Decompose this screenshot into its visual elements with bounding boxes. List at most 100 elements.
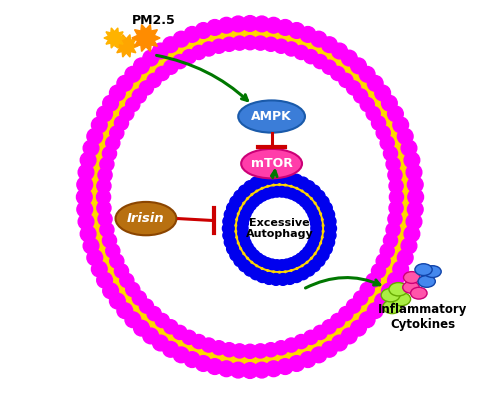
Circle shape [296, 193, 306, 204]
Circle shape [250, 177, 262, 189]
Circle shape [278, 20, 293, 35]
Circle shape [317, 249, 329, 261]
Circle shape [92, 261, 107, 277]
Circle shape [263, 273, 275, 284]
Circle shape [245, 192, 254, 201]
Circle shape [316, 242, 324, 251]
Circle shape [308, 238, 318, 248]
Circle shape [83, 238, 99, 254]
Circle shape [284, 267, 293, 276]
Circle shape [318, 218, 328, 227]
Circle shape [312, 201, 322, 210]
Ellipse shape [424, 266, 441, 277]
Circle shape [200, 349, 211, 360]
Circle shape [83, 140, 99, 156]
Circle shape [408, 189, 424, 205]
Circle shape [226, 243, 238, 255]
Circle shape [272, 260, 282, 270]
Circle shape [240, 208, 251, 219]
Circle shape [332, 43, 347, 59]
Circle shape [88, 180, 100, 191]
Ellipse shape [382, 300, 402, 314]
Circle shape [389, 179, 403, 193]
Circle shape [243, 344, 257, 359]
Circle shape [202, 338, 216, 352]
Circle shape [76, 189, 92, 205]
Circle shape [106, 136, 120, 150]
Circle shape [94, 145, 106, 156]
Ellipse shape [418, 275, 436, 287]
Circle shape [277, 171, 289, 183]
Circle shape [126, 299, 138, 310]
Circle shape [289, 356, 304, 372]
Circle shape [142, 315, 154, 327]
Circle shape [190, 37, 201, 49]
Circle shape [142, 67, 154, 79]
Circle shape [303, 181, 315, 193]
Circle shape [299, 37, 310, 49]
Circle shape [290, 174, 302, 186]
Circle shape [238, 247, 246, 256]
Circle shape [143, 50, 158, 66]
Circle shape [306, 204, 316, 215]
Circle shape [310, 233, 320, 243]
Circle shape [190, 345, 201, 357]
Circle shape [284, 273, 296, 284]
Circle shape [234, 206, 244, 216]
Circle shape [266, 29, 278, 40]
Circle shape [277, 273, 289, 285]
Circle shape [155, 314, 170, 327]
Circle shape [192, 335, 206, 349]
Circle shape [90, 168, 101, 179]
Circle shape [346, 299, 360, 313]
Circle shape [408, 201, 423, 217]
Circle shape [200, 34, 211, 45]
Polygon shape [114, 35, 138, 57]
Circle shape [266, 187, 278, 198]
Circle shape [299, 196, 310, 207]
Circle shape [160, 53, 171, 65]
Circle shape [88, 203, 100, 214]
Circle shape [180, 341, 190, 352]
Circle shape [243, 35, 257, 50]
Circle shape [389, 201, 403, 215]
Circle shape [211, 31, 222, 42]
Circle shape [98, 134, 109, 145]
Circle shape [266, 17, 281, 33]
Circle shape [254, 362, 270, 378]
Circle shape [360, 282, 374, 297]
Circle shape [256, 28, 267, 39]
Circle shape [342, 328, 357, 344]
Circle shape [222, 223, 234, 234]
Circle shape [241, 196, 250, 205]
Circle shape [355, 307, 366, 319]
Circle shape [232, 36, 246, 50]
Circle shape [399, 168, 410, 179]
Circle shape [87, 250, 102, 266]
Circle shape [380, 136, 394, 150]
Circle shape [388, 272, 404, 288]
Circle shape [78, 164, 94, 180]
Circle shape [254, 344, 268, 358]
Circle shape [238, 185, 250, 197]
Circle shape [231, 224, 240, 233]
Circle shape [110, 254, 124, 268]
Circle shape [291, 191, 302, 201]
Circle shape [132, 291, 146, 305]
Circle shape [103, 283, 118, 299]
Ellipse shape [389, 282, 408, 296]
Circle shape [223, 229, 234, 241]
Circle shape [164, 60, 178, 74]
Text: PM2.5: PM2.5 [132, 14, 176, 27]
Circle shape [376, 102, 387, 114]
Circle shape [362, 84, 374, 95]
Circle shape [338, 60, 349, 71]
Circle shape [372, 116, 386, 130]
Circle shape [276, 260, 287, 270]
Circle shape [368, 76, 383, 91]
Circle shape [224, 209, 236, 221]
Circle shape [150, 323, 162, 334]
Circle shape [310, 42, 320, 53]
Circle shape [278, 352, 289, 363]
Circle shape [264, 343, 278, 357]
